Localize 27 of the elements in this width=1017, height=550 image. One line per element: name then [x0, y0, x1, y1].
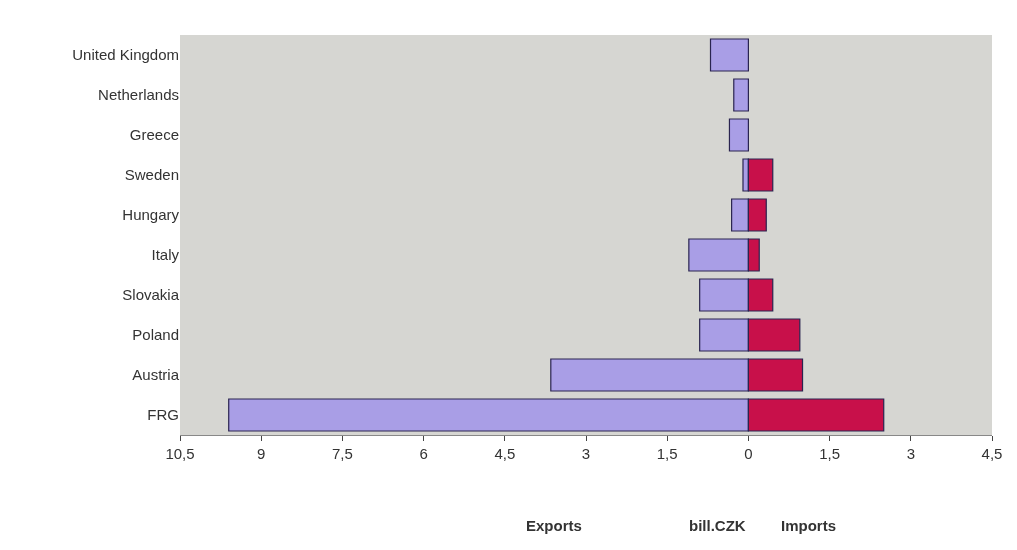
- y-tick-label: Sweden: [124, 166, 179, 184]
- x-tick-label: 10,5: [165, 445, 195, 462]
- y-tick-label: Poland: [132, 326, 179, 344]
- x-tick-label: 1,5: [656, 445, 678, 462]
- x-tick-label: 1,5: [819, 445, 841, 462]
- x-tick-label: 3: [581, 445, 591, 462]
- y-tick-label: United Kingdom: [72, 46, 179, 64]
- x-tick-label: 3: [906, 445, 915, 462]
- x-tick-label: 6: [419, 445, 428, 462]
- y-tick-label: Slovakia: [122, 286, 180, 304]
- bar: [733, 78, 749, 112]
- y-tick-label: Netherlands: [98, 86, 179, 104]
- text: Exports: [526, 517, 582, 534]
- bar: [709, 38, 749, 72]
- x-tick-label: 0: [744, 445, 753, 462]
- x-tick-label: 4,5: [494, 445, 516, 462]
- y-tick-label: Italy: [151, 246, 180, 264]
- bar: [728, 118, 749, 152]
- y-tick-label: Hungary: [122, 206, 180, 224]
- x-tick-label: 7,5: [331, 445, 353, 462]
- x-tick-label: 4,5: [981, 445, 1003, 462]
- y-tick-label: Austria: [132, 366, 180, 384]
- text: bill.CZK: [689, 517, 746, 534]
- text: Imports: [781, 517, 837, 534]
- y-tick-label: FRG: [147, 406, 179, 424]
- y-tick-label: Greece: [129, 126, 179, 144]
- x-tick-label: 9: [257, 445, 266, 462]
